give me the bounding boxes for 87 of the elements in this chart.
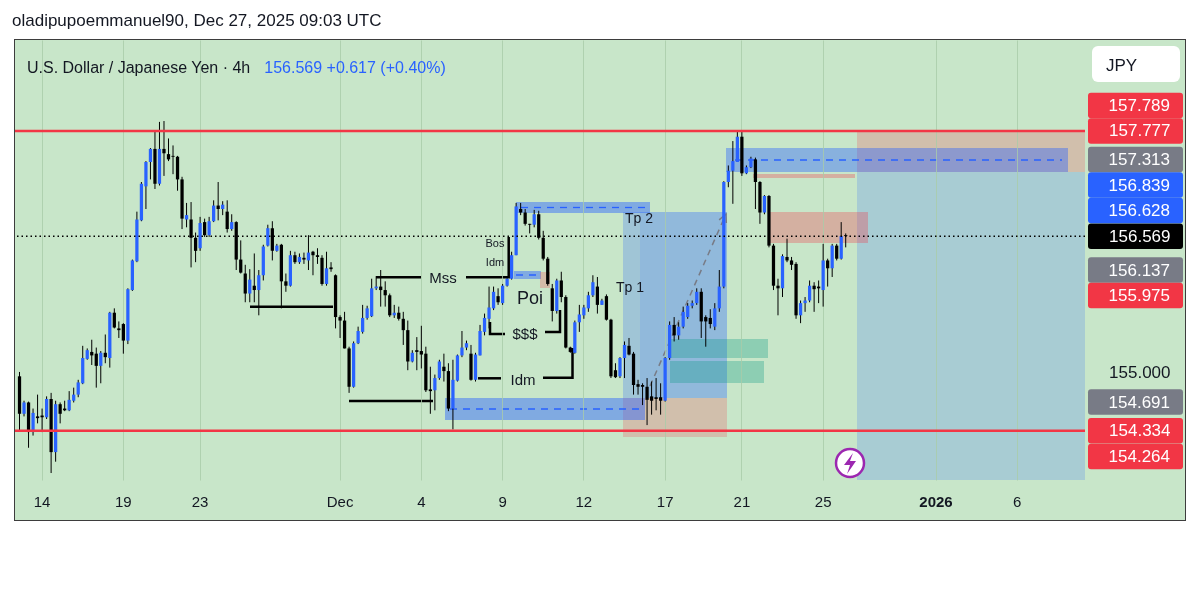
candlestick xyxy=(753,157,758,210)
candlestick xyxy=(803,296,807,313)
candlestick xyxy=(487,286,491,329)
text: U.S. Dollar / Japanese Yen · 4h xyxy=(27,58,251,76)
candlestick xyxy=(302,252,306,265)
annotation: Idm xyxy=(510,370,536,388)
candlestick xyxy=(559,271,563,303)
annotation: Mss xyxy=(429,269,457,286)
text: 156.628 xyxy=(1108,201,1170,221)
candlestick xyxy=(658,382,663,416)
candlestick xyxy=(577,304,581,333)
candlestick xyxy=(433,374,437,411)
annotation: Tp 1 xyxy=(615,279,645,295)
text: 156.839 xyxy=(1108,175,1170,195)
y-tick-label: 154.334 xyxy=(1109,421,1171,441)
candlestick xyxy=(239,239,243,274)
candlestick xyxy=(640,382,645,406)
text: 156.569 +0.617 (+0.40%) xyxy=(264,58,446,76)
candlestick xyxy=(324,251,329,287)
annotation: Poi xyxy=(516,288,544,308)
candlestick xyxy=(586,291,590,313)
candlestick xyxy=(550,283,554,322)
text: oladipupoemmanuel90, Dec 27, 2025 09:03 UTC xyxy=(12,10,382,30)
candlestick xyxy=(604,293,609,322)
text: 155.975 xyxy=(1108,286,1170,305)
text: 156.137 xyxy=(1108,260,1170,280)
x-tick-label: 23 xyxy=(191,492,209,510)
text: 157.313 xyxy=(1108,150,1170,170)
candlestick xyxy=(681,306,685,329)
candlestick xyxy=(812,281,816,313)
y-tick-label: 155.000 xyxy=(1109,363,1171,383)
annotation: Idm xyxy=(485,256,505,268)
candlestick xyxy=(645,377,649,426)
candlestick xyxy=(460,330,464,358)
candlestick xyxy=(622,340,627,379)
annotation: Bos xyxy=(485,237,505,249)
annotation: $$$ xyxy=(512,324,539,342)
candlestick xyxy=(257,269,261,316)
x-tick-label: 12 xyxy=(575,492,593,510)
y-tick-label: 157.777 xyxy=(1109,121,1171,141)
candlestick xyxy=(708,308,712,329)
candlestick xyxy=(338,314,342,339)
x-tick-label: 25 xyxy=(814,492,832,510)
text: 157.789 xyxy=(1108,95,1170,115)
candlestick xyxy=(388,293,392,318)
candlestick xyxy=(731,140,735,205)
candlestick xyxy=(496,287,500,306)
candlestick xyxy=(58,401,62,424)
x-tick-label: 14 xyxy=(33,492,51,510)
candlestick xyxy=(428,366,432,415)
candlestick xyxy=(99,350,103,384)
candlestick xyxy=(649,381,654,416)
text: 154.264 xyxy=(1108,446,1170,466)
x-tick-label: Dec xyxy=(326,492,354,510)
candlestick xyxy=(807,279,812,303)
candlestick xyxy=(785,238,789,263)
candlestick xyxy=(121,322,125,355)
x-tick-label: 6 xyxy=(1013,492,1022,510)
x-tick-label: 2026 xyxy=(919,492,953,510)
candlestick xyxy=(826,258,830,288)
y-tick-label: 156.569 xyxy=(1109,226,1171,246)
candlestick xyxy=(654,377,658,411)
candlestick xyxy=(35,394,40,424)
text: 154.691 xyxy=(1108,392,1170,412)
candlestick xyxy=(776,278,780,316)
candlestick xyxy=(442,353,446,383)
candlestick xyxy=(415,336,419,371)
candlestick xyxy=(713,302,717,331)
candlestick xyxy=(618,356,622,379)
candlestick xyxy=(243,264,247,303)
x-tick-label: 9 xyxy=(498,492,507,510)
candlestick xyxy=(510,251,514,281)
candlestick xyxy=(284,273,288,293)
candlestick xyxy=(248,268,252,303)
x-tick-label: 17 xyxy=(656,492,674,510)
text: JPY xyxy=(1106,55,1138,75)
candlestick xyxy=(595,276,600,315)
candlestick xyxy=(148,147,153,180)
candlestick xyxy=(94,347,98,389)
candlestick xyxy=(171,144,175,175)
candlestick xyxy=(311,250,315,276)
x-tick-label: 19 xyxy=(115,492,132,510)
x-tick-label: 4 xyxy=(417,492,426,510)
x-tick-label: 21 xyxy=(733,492,751,510)
annotation: Tp 2 xyxy=(624,210,654,226)
candlestick xyxy=(329,261,333,273)
candlestick xyxy=(162,120,166,177)
